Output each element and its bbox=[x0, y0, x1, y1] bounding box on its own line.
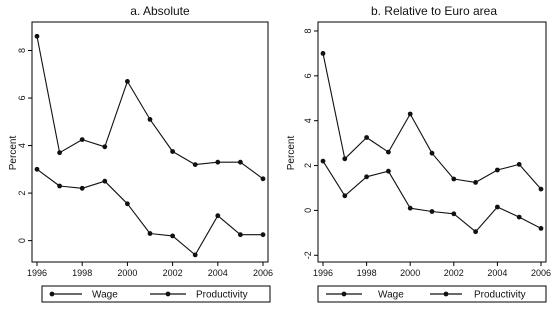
panel-b-productivity-line bbox=[322, 160, 542, 233]
panel-a-productivity-point bbox=[57, 183, 62, 189]
panel-a-x-tick-label: 1996 bbox=[27, 268, 47, 278]
panel-b-legend-productivity-label: Productivity bbox=[474, 290, 526, 301]
panel-a-title: a. Absolute bbox=[130, 4, 190, 18]
panel-b-x-tick-label: 1996 bbox=[313, 268, 333, 278]
panel-b-y-axis-label: Percent bbox=[286, 136, 297, 171]
panel-b-x-tick-label: 2002 bbox=[444, 268, 464, 278]
panel-b-wage-point bbox=[320, 51, 326, 56]
panel-b-wage-point bbox=[386, 149, 391, 155]
panel-b-productivity-point bbox=[407, 205, 413, 211]
panel-b-legend-wage-label: Wage bbox=[378, 290, 404, 301]
panel-b-productivity-point bbox=[495, 204, 500, 210]
panel-a-wage-point bbox=[34, 33, 40, 39]
panel-b-wage-point bbox=[473, 180, 478, 185]
panel-a-wage-point bbox=[238, 159, 243, 165]
panel-b-productivity-point bbox=[538, 226, 544, 231]
panel-a-wage-point bbox=[260, 176, 266, 182]
panel-a-wage-line bbox=[36, 36, 264, 180]
panel-b-wage-point bbox=[364, 135, 369, 140]
panel-b-wage-point bbox=[451, 176, 457, 182]
panel-a-x-tick-label: 2004 bbox=[208, 268, 228, 278]
panel-a-wage-point bbox=[102, 144, 108, 150]
panel-b-series bbox=[320, 51, 544, 235]
panel-b-wage-point bbox=[495, 167, 500, 173]
panel-b-productivity-point bbox=[364, 174, 369, 180]
panel-b-wage-line bbox=[322, 53, 542, 190]
panel-a-x-tick-label: 2006 bbox=[253, 268, 273, 278]
panel-b-legend: Wage Productivity bbox=[317, 285, 547, 303]
panel-a-legend-wage-label: Wage bbox=[92, 290, 118, 301]
panel-b-y-ticks: -2 0 2 4 6 8 bbox=[303, 28, 318, 259]
panel-b-y-tick-label: 6 bbox=[303, 73, 313, 78]
panel-a-wage-point bbox=[79, 137, 85, 143]
panel-b-x-tick-label: 2006 bbox=[531, 268, 551, 278]
panel-b-productivity-point bbox=[386, 168, 391, 174]
panel-a-wage-point bbox=[147, 117, 153, 122]
panel-b-y-tick-label: 4 bbox=[303, 118, 313, 123]
panel-b-productivity-point bbox=[516, 214, 522, 220]
panel-a-y-tick-label: 2 bbox=[17, 191, 27, 196]
panel-a-legend-wage-marker bbox=[49, 291, 55, 297]
panel-a-productivity-point bbox=[34, 166, 40, 172]
panel-b-title: b. Relative to Euro area bbox=[371, 4, 497, 18]
panel-a-wage-point bbox=[57, 150, 62, 156]
panel-a-series bbox=[34, 33, 266, 258]
panel-b-wage-point bbox=[342, 156, 348, 162]
panel-a-plot-frame bbox=[31, 21, 269, 263]
panel-a-x-tick-label: 2002 bbox=[163, 268, 183, 278]
panel-b-productivity-point bbox=[342, 193, 348, 199]
panel-b-wage-point bbox=[407, 111, 413, 117]
panel-a-y-tick-label: 6 bbox=[17, 96, 27, 101]
panel-a-legend-productivity-marker bbox=[165, 291, 171, 297]
panel-a-productivity-point bbox=[215, 213, 221, 219]
panel-a-productivity-point bbox=[238, 232, 243, 238]
panel-a-productivity-point bbox=[170, 233, 176, 239]
panel-a-wage-point bbox=[170, 149, 176, 154]
panel-a-productivity-point bbox=[125, 201, 130, 207]
panel-a-y-ticks: 0 2 4 6 8 bbox=[17, 48, 32, 243]
panel-b-wage-point bbox=[429, 150, 435, 156]
panel-b-productivity-point bbox=[320, 158, 326, 164]
panel-b-y-tick-label: -2 bbox=[303, 251, 313, 259]
panel-b-productivity-point bbox=[429, 209, 435, 214]
panel-b-legend-wage-marker bbox=[341, 291, 347, 297]
panel-a-wage-point bbox=[192, 162, 198, 168]
panel-b-x-tick-label: 2004 bbox=[487, 268, 507, 278]
panel-b-plot-frame bbox=[317, 21, 547, 263]
panel-a-y-tick-label: 4 bbox=[17, 143, 27, 148]
panel-a-wage-point bbox=[215, 159, 221, 165]
panel-a-productivity-point bbox=[192, 252, 198, 258]
panel-b-x-tick-label: 2000 bbox=[400, 268, 420, 278]
panel-b-x-ticks: 1996 1998 2000 2002 2004 2006 bbox=[313, 262, 551, 278]
panel-a-productivity-point bbox=[79, 185, 85, 191]
panel-b-productivity-point bbox=[451, 211, 457, 217]
panel-a-legend: Wage Productivity bbox=[41, 285, 271, 303]
panel-a-legend-productivity-label: Productivity bbox=[196, 290, 248, 301]
panel-a: a. Absolute Percent 0 2 4 6 8 1996 1998 2000 20… bbox=[8, 4, 273, 303]
panel-a-productivity-point bbox=[147, 231, 153, 236]
panel-b-y-tick-label: 2 bbox=[303, 163, 313, 168]
panel-a-productivity-point bbox=[260, 232, 266, 238]
panel-b-wage-point bbox=[516, 162, 522, 167]
panel-b: b. Relative to Euro area Percent -2 0 2 4 6 8… bbox=[286, 4, 551, 303]
panel-a-y-tick-label: 0 bbox=[17, 238, 27, 243]
panel-b-wage-point bbox=[538, 186, 544, 192]
panel-b-y-tick-label: 8 bbox=[303, 28, 313, 33]
panel-a-x-tick-label: 1998 bbox=[72, 268, 92, 278]
panel-b-y-tick-label: 0 bbox=[303, 208, 313, 213]
panel-b-x-tick-label: 1998 bbox=[357, 268, 377, 278]
panel-b-legend-productivity-marker bbox=[443, 291, 449, 297]
panel-a-productivity-point bbox=[102, 178, 108, 184]
panel-a-wage-point bbox=[125, 79, 130, 84]
panel-a-y-axis-label: Percent bbox=[8, 136, 19, 171]
panel-a-x-tick-label: 2000 bbox=[117, 268, 137, 278]
panel-b-productivity-point bbox=[473, 229, 478, 235]
panel-a-y-tick-label: 8 bbox=[17, 48, 27, 53]
panel-a-productivity-line bbox=[36, 168, 263, 256]
panel-a-x-ticks: 1996 1998 2000 2002 2004 2006 bbox=[27, 262, 273, 278]
